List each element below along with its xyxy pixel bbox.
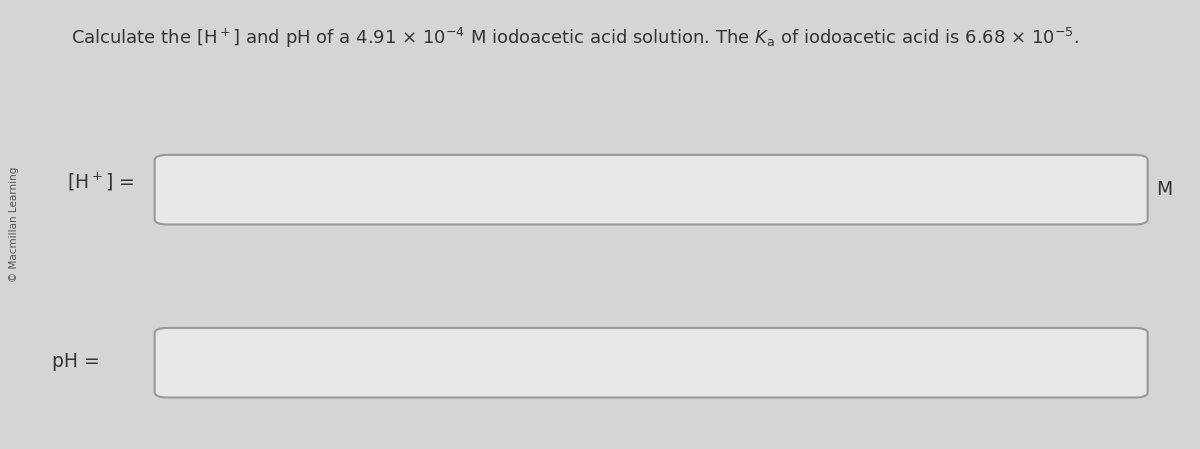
FancyBboxPatch shape — [155, 328, 1147, 397]
Text: $[\mathrm{H^+}]$ =: $[\mathrm{H^+}]$ = — [67, 171, 134, 194]
FancyBboxPatch shape — [155, 155, 1147, 224]
Text: © Macmillan Learning: © Macmillan Learning — [10, 167, 19, 282]
Text: pH =: pH = — [52, 352, 100, 371]
Text: Calculate the $[\mathrm{H^+}]$ and pH of a 4.91 × 10$^{-4}$ M iodoacetic acid so: Calculate the $[\mathrm{H^+}]$ and pH of… — [71, 26, 1079, 50]
Text: M: M — [1156, 180, 1172, 199]
